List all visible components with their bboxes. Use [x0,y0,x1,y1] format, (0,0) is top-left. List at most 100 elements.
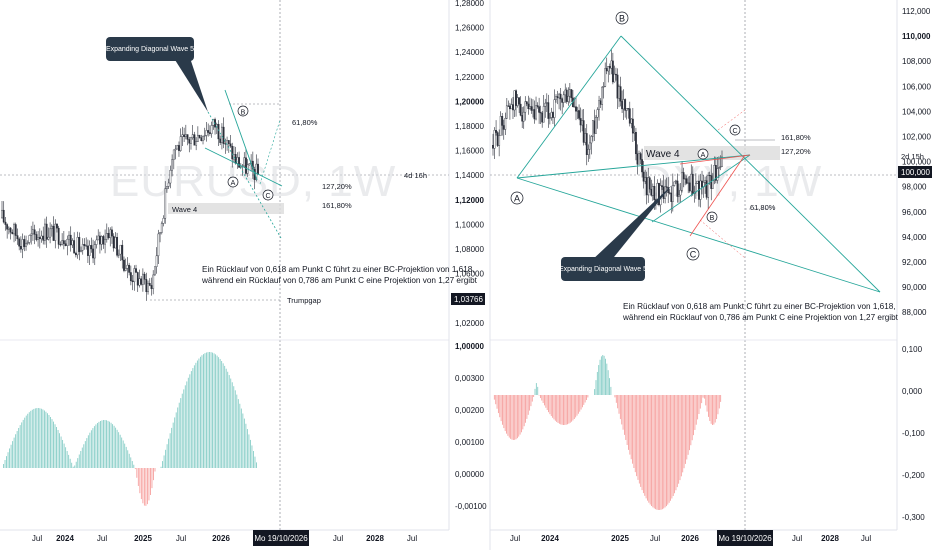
candle-body [687,182,690,184]
svg-text:A: A [514,194,520,204]
candle-body [510,104,513,110]
time-tick-label: 2026 [681,534,699,543]
svg-text:B: B [710,215,715,222]
candle-body [100,236,103,245]
axis-tick-label: 0,00200 [455,406,484,415]
axis-tick-label: 1,22000 [455,73,484,82]
candle-body [221,126,223,143]
candle-body [229,143,232,147]
time-tick-label: 2024 [56,534,74,543]
axis-tick-label: 1,26000 [455,24,484,33]
svg-text:C: C [732,128,737,135]
candle-body [38,237,41,240]
candle-body [207,130,210,133]
candle-body [80,250,82,252]
candle-body [196,134,199,142]
candle-body [536,105,539,107]
candle-body [618,86,620,99]
candle-body [610,60,613,69]
candle-body [565,89,568,102]
candle-body [172,149,175,160]
right-point-b-major: B [615,11,629,25]
candle-body [633,132,636,134]
left-callout: Expanding Diagonal Wave 5 [106,37,208,112]
candle-body [47,236,50,240]
candle-body [93,244,96,259]
left-oscillator-histogram [3,352,257,506]
candle-body [116,237,119,256]
right-last-price-badge: 100,000 [898,166,932,178]
time-tick-label: Jul [32,534,42,543]
svg-text:Mo 19/10/2026: Mo 19/10/2026 [718,534,772,543]
axis-tick-label: 0,000 [902,387,923,396]
candle-body [644,177,647,182]
candle-body [545,102,548,104]
svg-text:C: C [690,250,697,260]
candle-body [40,235,43,240]
candle-body [245,157,247,174]
candle-body [685,178,688,184]
candle-body [699,180,702,200]
candle-body [691,173,694,194]
candle-body [136,272,139,286]
candle-body [611,60,614,83]
candle-body [4,221,7,225]
candle-body [527,103,530,110]
axis-tick-label: 104,000 [902,107,931,116]
candle-body [73,240,76,254]
candle-body [11,232,14,235]
left-note-line-2: während ein Rücklauf von 0,786 am Punkt … [201,276,478,285]
candle-body [105,233,108,240]
candle-body [83,244,86,246]
candle-body [198,134,201,138]
candle-body [143,273,146,280]
candle-body [61,240,64,245]
right-point-c-major: C [686,247,700,261]
candle-body [35,234,38,240]
candle-body [576,110,579,112]
candle-body [538,106,541,113]
candle-body [721,156,723,167]
candle-body [148,283,151,286]
candle-body [676,180,679,197]
candle-body [25,243,27,247]
candle-body [607,66,610,72]
candle-body [145,279,148,293]
candle-body [668,192,671,194]
time-tick-label: Jul [650,534,660,543]
candle-body [176,145,179,150]
svg-text:4d 16h: 4d 16h [404,171,427,180]
candle-body [195,141,198,146]
candle-body [552,112,554,118]
candle-body [498,135,501,146]
candle-body [682,172,685,180]
candle-body [719,166,722,168]
candle-body [104,239,106,245]
left-wave4-box [168,203,284,214]
candle-body [631,118,634,134]
candle-body [605,68,608,72]
axis-tick-label: 1,06000 [455,270,484,279]
candle-body [154,266,156,276]
candle-body [174,148,177,151]
left-point-a: A [227,176,239,188]
candle-body [157,233,160,257]
candle-body [81,244,84,251]
candle-body [16,235,19,240]
candle-body [570,89,573,99]
candle-body [239,166,242,168]
candle-body [601,86,604,105]
candle-body [635,132,637,155]
candle-body [42,235,45,241]
time-tick-label: 2024 [541,534,559,543]
candle-body [650,188,653,196]
axis-tick-label: 1,28000 [455,0,484,8]
candle-body [582,120,585,143]
left-candlestick-series [1,117,259,301]
candle-body [615,73,617,76]
candle-body [627,108,630,110]
right-note-line-1: Ein Rücklauf von 0,618 am Punkt C führt … [623,302,896,311]
right-wave4-box [644,146,780,160]
left-diagonal-lines [204,89,283,239]
